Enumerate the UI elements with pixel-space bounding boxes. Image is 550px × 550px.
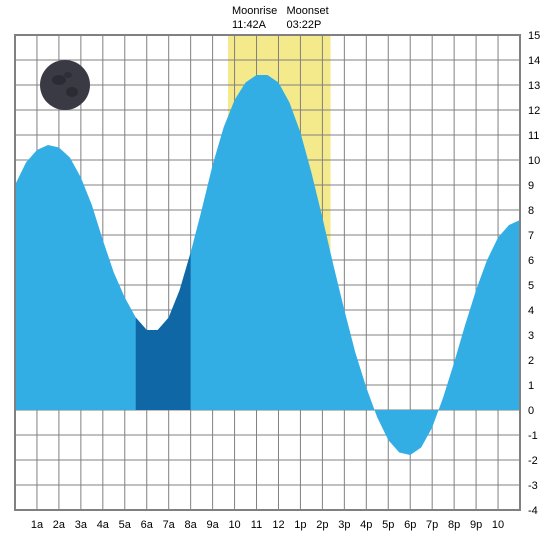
y-tick-label: 0 <box>528 405 534 417</box>
x-tick-label: 8a <box>185 519 198 531</box>
x-tick-label: 12 <box>272 519 284 531</box>
x-tick-label: 5a <box>119 519 132 531</box>
x-tick-label: 6p <box>404 519 416 531</box>
y-tick-label: 3 <box>528 330 534 342</box>
y-tick-label: 5 <box>528 280 534 292</box>
x-tick-label: 7p <box>426 519 438 531</box>
x-tick-label: 10 <box>492 519 504 531</box>
x-tick-label: 11 <box>251 519 262 531</box>
y-tick-label: -3 <box>528 480 538 492</box>
chart-svg: 1a2a3a4a5a6a7a8a9a1011121p2p3p4p5p6p7p8p… <box>0 0 550 550</box>
tide-chart: 1a2a3a4a5a6a7a8a9a1011121p2p3p4p5p6p7p8p… <box>0 0 550 550</box>
moon-icon <box>40 60 90 110</box>
y-tick-label: 6 <box>528 255 534 267</box>
x-tick-label: 10 <box>228 519 240 531</box>
moonset-time: 03:22P <box>287 19 322 31</box>
x-tick-label: 2a <box>53 519 66 531</box>
x-tick-label: 4p <box>360 519 372 531</box>
x-tick-label: 6a <box>141 519 154 531</box>
moonrise-label: Moonrise <box>232 5 277 17</box>
x-tick-label: 9a <box>206 519 219 531</box>
x-tick-label: 2p <box>316 519 328 531</box>
moonset-label: Moonset <box>287 5 329 17</box>
x-tick-label: 3a <box>75 519 88 531</box>
y-tick-label: 13 <box>528 80 540 92</box>
x-tick-label: 1p <box>294 519 306 531</box>
y-tick-label: 1 <box>528 380 534 392</box>
y-tick-label: 2 <box>528 355 534 367</box>
y-tick-label: 14 <box>528 55 540 67</box>
x-tick-label: 4a <box>97 519 110 531</box>
y-tick-label: 8 <box>528 205 534 217</box>
y-tick-label: 12 <box>528 105 540 117</box>
y-tick-label: 7 <box>528 230 534 242</box>
y-tick-label: 10 <box>528 155 540 167</box>
x-tick-label: 8p <box>448 519 460 531</box>
y-tick-label: 11 <box>528 130 539 142</box>
y-tick-label: -4 <box>528 505 538 517</box>
x-tick-label: 3p <box>338 519 350 531</box>
y-tick-label: -1 <box>528 430 538 442</box>
x-tick-label: 9p <box>470 519 482 531</box>
y-tick-label: -2 <box>528 455 538 467</box>
x-tick-label: 5p <box>382 519 394 531</box>
x-tick-label: 7a <box>163 519 176 531</box>
y-tick-label: 9 <box>528 180 534 192</box>
y-tick-label: 4 <box>528 305 534 317</box>
y-tick-label: 15 <box>528 30 540 42</box>
moonrise-time: 11:42A <box>232 19 267 31</box>
x-tick-label: 1a <box>31 519 44 531</box>
